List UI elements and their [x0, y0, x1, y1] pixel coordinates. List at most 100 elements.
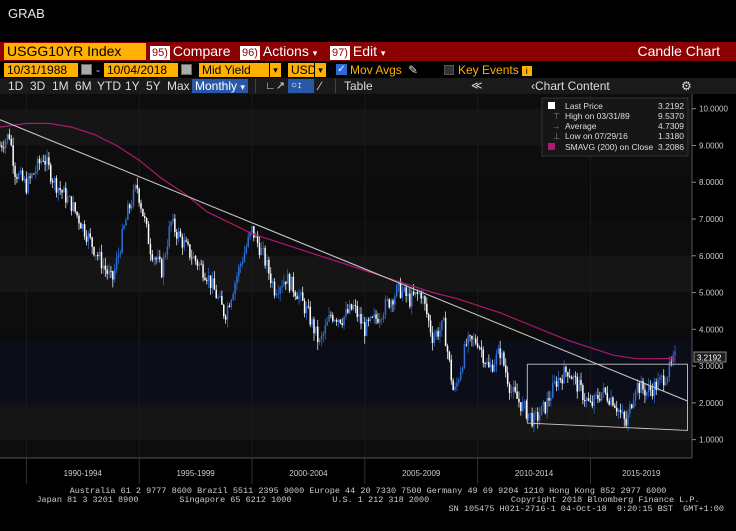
settings-gear-icon[interactable]: ⚙ — [681, 79, 692, 93]
candle-body — [548, 397, 550, 401]
candle-body — [426, 303, 428, 315]
candle-body — [192, 256, 195, 259]
legend-box — [541, 97, 689, 157]
candle-body — [599, 399, 601, 401]
candle-body — [354, 305, 357, 307]
range-1m[interactable]: 1M — [52, 79, 69, 93]
candle-body — [480, 347, 483, 350]
mov-avgs-label[interactable]: Mov Avgs — [350, 63, 402, 77]
candle-body — [375, 314, 377, 319]
candle-body — [164, 254, 167, 258]
candle-body — [162, 257, 165, 278]
candle-body — [538, 415, 541, 421]
band — [0, 182, 692, 220]
candle-body — [668, 361, 671, 377]
range-ytd[interactable]: YTD — [97, 79, 121, 93]
candle-body — [491, 364, 494, 372]
range-bands — [0, 108, 692, 440]
range-5y[interactable]: 5Y — [146, 79, 161, 93]
period-select[interactable]: Monthly ▾ — [192, 79, 248, 93]
candle-body — [465, 344, 468, 346]
range-1d[interactable]: 1D — [8, 79, 24, 93]
candle-body — [191, 257, 193, 259]
candle-body — [358, 313, 360, 317]
field-select[interactable]: Mid Yield — [199, 63, 269, 77]
candle-body — [523, 401, 526, 403]
candle-body — [108, 271, 110, 274]
candle-body — [444, 317, 447, 347]
candle-body — [66, 196, 69, 203]
edit-button[interactable]: 97) Edit ▾ — [330, 43, 385, 60]
candle-body — [55, 178, 58, 193]
candle-body — [661, 375, 663, 378]
candle-body — [463, 344, 466, 368]
y-tick-label: 2.0000 — [699, 399, 724, 408]
candle-body — [228, 305, 231, 307]
key-events-checkbox[interactable] — [444, 65, 454, 75]
candle-body — [271, 281, 274, 284]
y-tick-label: 9.0000 — [699, 141, 724, 150]
period-dropdown-icon: ▾ — [240, 82, 245, 92]
candle-body — [602, 387, 605, 393]
range-max[interactable]: Max — [167, 79, 190, 93]
mov-avgs-checkbox[interactable]: ✓ — [336, 64, 347, 75]
candle-body — [213, 278, 216, 290]
candle-body — [83, 224, 86, 237]
candle-body — [478, 346, 481, 348]
candle-body — [412, 291, 415, 295]
candle-body — [341, 322, 343, 325]
candle-body — [125, 219, 127, 226]
candle-body — [320, 335, 323, 340]
candle-body — [4, 140, 7, 149]
key-events-label[interactable]: Key Events i — [458, 63, 532, 77]
candle-body — [285, 281, 287, 284]
band — [0, 402, 692, 440]
candle-body — [674, 351, 676, 356]
candle-body — [546, 397, 548, 414]
candle-body — [221, 296, 223, 305]
candle-body — [506, 372, 509, 385]
currency-select[interactable]: USD — [288, 63, 316, 77]
currency-dropdown-icon[interactable]: ▾ — [315, 63, 326, 77]
candle-body — [181, 236, 184, 248]
ticker-field[interactable]: USGG10YR Index — [4, 43, 146, 60]
candle-body — [149, 243, 152, 255]
candle-body — [147, 224, 150, 244]
compare-button[interactable]: 95) Compare — [150, 43, 231, 60]
end-date-field[interactable]: 10/04/2018 — [104, 63, 178, 77]
range-6m[interactable]: 6M — [75, 79, 92, 93]
zoom-icon[interactable]: ○↕ — [288, 79, 314, 93]
candle-body — [87, 233, 90, 242]
chart-content-button[interactable]: ‹Chart Content — [528, 79, 613, 93]
candle-body — [382, 314, 385, 320]
candle-body — [380, 319, 383, 321]
candle-body — [510, 391, 513, 393]
candle-body — [106, 269, 108, 274]
collapse-icon[interactable]: ≪ — [471, 80, 483, 92]
candle-body — [437, 331, 439, 337]
candle-body — [332, 315, 334, 322]
candle-body — [159, 256, 161, 260]
end-calendar-icon[interactable] — [181, 64, 192, 75]
candle-body — [631, 404, 633, 408]
candle-body — [138, 188, 140, 203]
line-chart-icon[interactable]: ∟↗ — [265, 80, 285, 92]
table-button[interactable]: Table — [344, 79, 373, 93]
pencil-icon[interactable]: ✎ — [408, 63, 419, 77]
range-3d[interactable]: 3D — [30, 79, 46, 93]
candle-body — [371, 316, 374, 318]
start-calendar-icon[interactable] — [81, 64, 92, 75]
candle-body — [617, 409, 620, 412]
candle-body — [516, 391, 518, 399]
range-1y[interactable]: 1Y — [125, 79, 140, 93]
info-icon[interactable]: i — [521, 65, 532, 76]
candle-body — [157, 256, 159, 260]
start-date-field[interactable]: 10/31/1988 — [4, 63, 78, 77]
actions-button[interactable]: 96) Actions ▾ — [240, 43, 317, 60]
candle-body — [36, 158, 39, 172]
field-dropdown-icon[interactable]: ▾ — [270, 63, 281, 77]
draw-tool-icon[interactable]: ∕ — [319, 79, 322, 93]
candle-body — [239, 263, 242, 267]
candle-chart[interactable]: 1.0000 2.0000 3.0000 4.0000 5.0000 6.0000 7.00… — [0, 94, 736, 531]
candle-body — [311, 319, 313, 325]
